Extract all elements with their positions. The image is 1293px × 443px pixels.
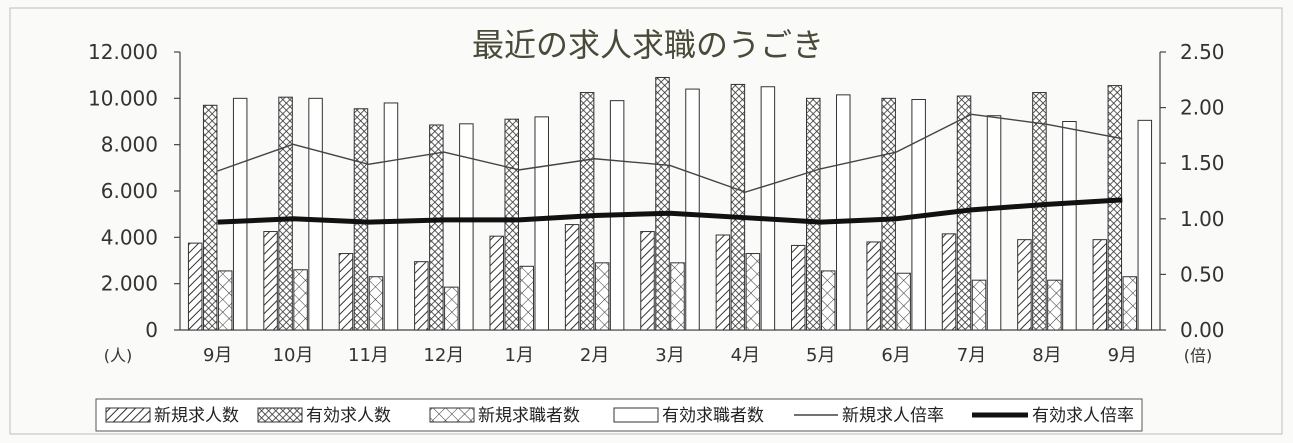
bar-有効求職者数: [836, 94, 851, 331]
left-tick-label: 10.000: [88, 86, 158, 110]
legend-label: 新規求人倍率: [842, 406, 944, 426]
chart-title: 最近の求人求職のうごき: [472, 26, 824, 64]
right-tick-label: 0.00: [1180, 318, 1225, 342]
bar-新規求職者数: [670, 262, 685, 331]
right-tick-label: 2.00: [1180, 96, 1225, 120]
legend-swatch-有効求職者数: [613, 407, 659, 423]
bar-新規求人数: [489, 235, 504, 331]
bar-新規求人数: [338, 253, 354, 331]
right-tick-label: 1.00: [1180, 207, 1225, 231]
left-tick-label: 4.000: [101, 225, 158, 249]
right-tick-label: 0.50: [1180, 262, 1225, 286]
bar-有効求人数: [579, 92, 595, 331]
legend-swatch-新規求職者数: [429, 407, 475, 423]
category-label: 4月: [731, 345, 760, 366]
legend-label: 有効求人倍率: [1032, 406, 1134, 426]
bar-新規求人数: [791, 244, 806, 331]
bar-新規求職者数: [519, 265, 534, 331]
category-labels: 9月 10月 11月 12月 1月 2月 3月 4月 5月 6月 7月 8月 9月: [203, 345, 1137, 366]
bar-有効求人数: [429, 124, 444, 331]
legend-label: 新規求人数: [154, 406, 239, 426]
category-label: 3月: [655, 345, 684, 366]
bar-新規求職者数: [896, 272, 911, 331]
category-label: 6月: [881, 345, 910, 366]
bar-有効求人数: [1107, 85, 1123, 331]
bar-新規求職者数: [1047, 279, 1062, 331]
category-label: 2月: [580, 345, 609, 366]
bar-有効求人数: [278, 96, 293, 331]
bar-新規求人数: [414, 261, 429, 331]
bar-有効求職者数: [986, 115, 1002, 331]
legend-label: 有効求職者数: [662, 406, 764, 426]
category-label: 8月: [1032, 345, 1061, 366]
bar-有効求職者数: [308, 97, 323, 331]
bar-新規求職者数: [293, 269, 308, 331]
bar-有効求人数: [1032, 92, 1047, 331]
left-axis-unit: (人): [104, 346, 133, 365]
bar-新規求職者数: [745, 253, 761, 331]
left-tick-label: 2.000: [101, 272, 158, 296]
bar-有効求職者数: [534, 116, 549, 331]
category-label: 1月: [505, 345, 534, 366]
legend-swatch-有効求人数: [257, 407, 303, 423]
bar-有効求職者数: [685, 88, 700, 331]
bar-有効求職者数: [760, 86, 776, 331]
bar-新規求人数: [640, 231, 655, 331]
bar-新規求職者数: [217, 270, 233, 331]
bar-有効求職者数: [1062, 121, 1077, 331]
outer-frame: [9, 7, 1283, 435]
legend: 新規求人数 有効求人数 新規求職者数 有効求職者数 新規求人倍率 有効求人倍率: [105, 406, 1134, 426]
category-label: 5月: [806, 345, 835, 366]
bar-新規求職者数: [821, 270, 836, 331]
category-label: 10月: [273, 345, 314, 366]
legend-swatch-新規求人数: [105, 407, 151, 423]
bar-有効求人数: [806, 97, 821, 331]
bar-新規求人数: [187, 242, 203, 331]
bar-有効求職者数: [1137, 119, 1153, 331]
bar-有効求人数: [881, 97, 896, 331]
bar-新規求職者数: [971, 279, 987, 331]
line-有効求人倍率: [217, 197, 1123, 225]
right-axis-unit: (倍): [1184, 346, 1213, 365]
bar-有効求職者数: [459, 123, 474, 331]
left-tick-label: 8.000: [101, 133, 158, 157]
bar-有効求人数: [504, 118, 519, 331]
line-新規求人倍率: [217, 113, 1123, 193]
bar-新規求人数: [1092, 239, 1108, 331]
category-label: 9月: [1108, 345, 1137, 366]
bar-有効求職者数: [383, 102, 399, 331]
bar-新規求人数: [941, 233, 957, 331]
legend-label: 有効求人数: [306, 406, 391, 426]
category-label: 11月: [348, 345, 389, 366]
bar-有効求人数: [202, 104, 218, 331]
bar-新規求人数: [564, 224, 580, 331]
category-label: 7月: [957, 345, 986, 366]
bar-新規求人数: [1017, 239, 1032, 331]
left-tick-label: 6.000: [101, 179, 158, 203]
category-label: 9月: [203, 345, 232, 366]
left-tick-label: 0: [145, 318, 158, 342]
left-tick-label: 12.000: [88, 40, 158, 64]
bar-新規求人数: [715, 234, 731, 331]
legend-label: 新規求職者数: [478, 406, 580, 426]
bar-新規求職者数: [368, 276, 384, 331]
bar-新規求人数: [866, 241, 881, 331]
category-label: 12月: [423, 345, 464, 366]
right-tick-label: 2.50: [1180, 40, 1225, 64]
bars-layer: [187, 76, 1153, 331]
lines-layer: [217, 113, 1123, 225]
right-axis-ticks: 0.00 0.50 1.00 1.50 2.00 2.50: [1160, 40, 1225, 342]
bar-有効求職者数: [232, 97, 248, 331]
right-tick-label: 1.50: [1180, 151, 1225, 175]
bar-新規求職者数: [1122, 276, 1138, 331]
bar-新規求人数: [263, 231, 278, 331]
bar-新規求職者数: [444, 286, 459, 331]
bar-有効求人数: [655, 76, 670, 331]
bar-有効求人数: [730, 83, 746, 331]
bar-新規求職者数: [594, 262, 610, 331]
left-axis-ticks: 0 2.000 4.000 6.000 8.000 10.000 12.000: [88, 40, 180, 342]
